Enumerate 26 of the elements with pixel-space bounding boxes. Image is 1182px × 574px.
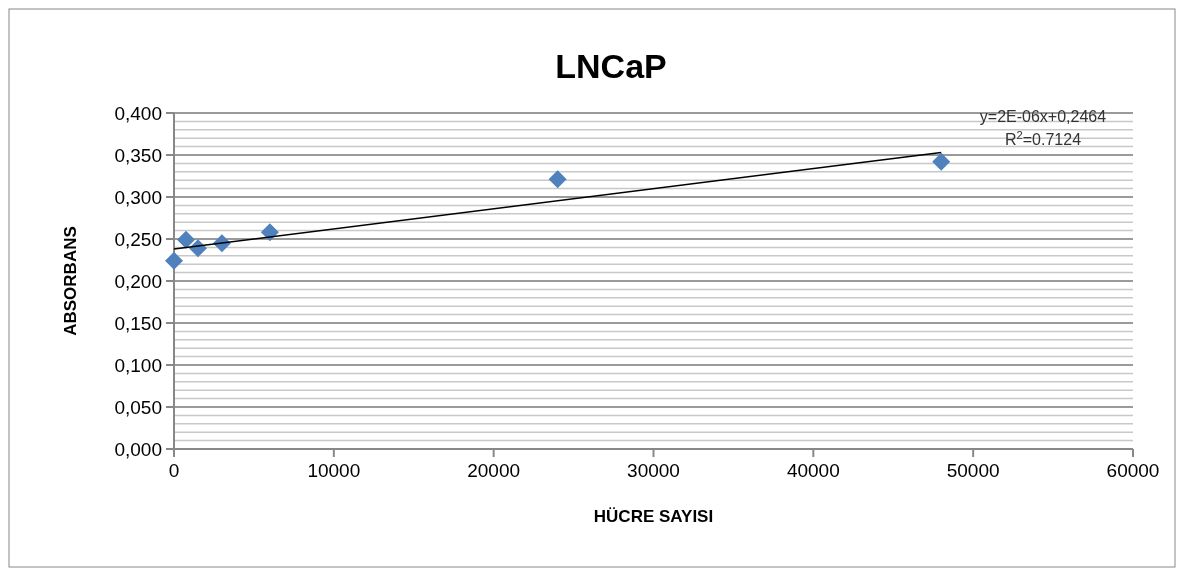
x-tick-label: 50000	[946, 460, 1000, 481]
y-tick-label: 0,300	[114, 186, 162, 208]
x-tick-label: 60000	[1106, 460, 1160, 481]
y-tick-label: 0,250	[114, 228, 162, 250]
chart-title: LNCaP	[555, 47, 667, 85]
y-axis-title: ABSORBANS	[61, 226, 80, 336]
y-tick-label: 0,000	[114, 438, 162, 460]
x-tick-label: 10000	[307, 460, 361, 481]
point	[176, 230, 195, 249]
x-tick-label: 30000	[627, 460, 680, 481]
annotation: y=2E-06x+0,2464	[979, 108, 1107, 125]
y-tick-label: 0,150	[114, 312, 162, 334]
y-tick-label: 0,200	[114, 270, 162, 292]
point	[548, 170, 567, 189]
point	[165, 251, 183, 270]
point	[260, 223, 279, 242]
y-tick-label: 0,100	[114, 354, 162, 376]
point	[932, 152, 951, 171]
y-tick-label: 0,350	[114, 144, 162, 166]
y-tick-label: 0,050	[114, 396, 162, 418]
x-tick-label: 20000	[467, 460, 521, 481]
y-tick-label: 0,400	[114, 102, 162, 124]
x-axis-title: HÜCRE SAYISI	[593, 507, 714, 526]
annotation: R$^{2}$=0.7124	[1004, 129, 1082, 148]
x-tick-label: 0	[168, 460, 180, 481]
x-tick-label: 40000	[786, 460, 840, 481]
